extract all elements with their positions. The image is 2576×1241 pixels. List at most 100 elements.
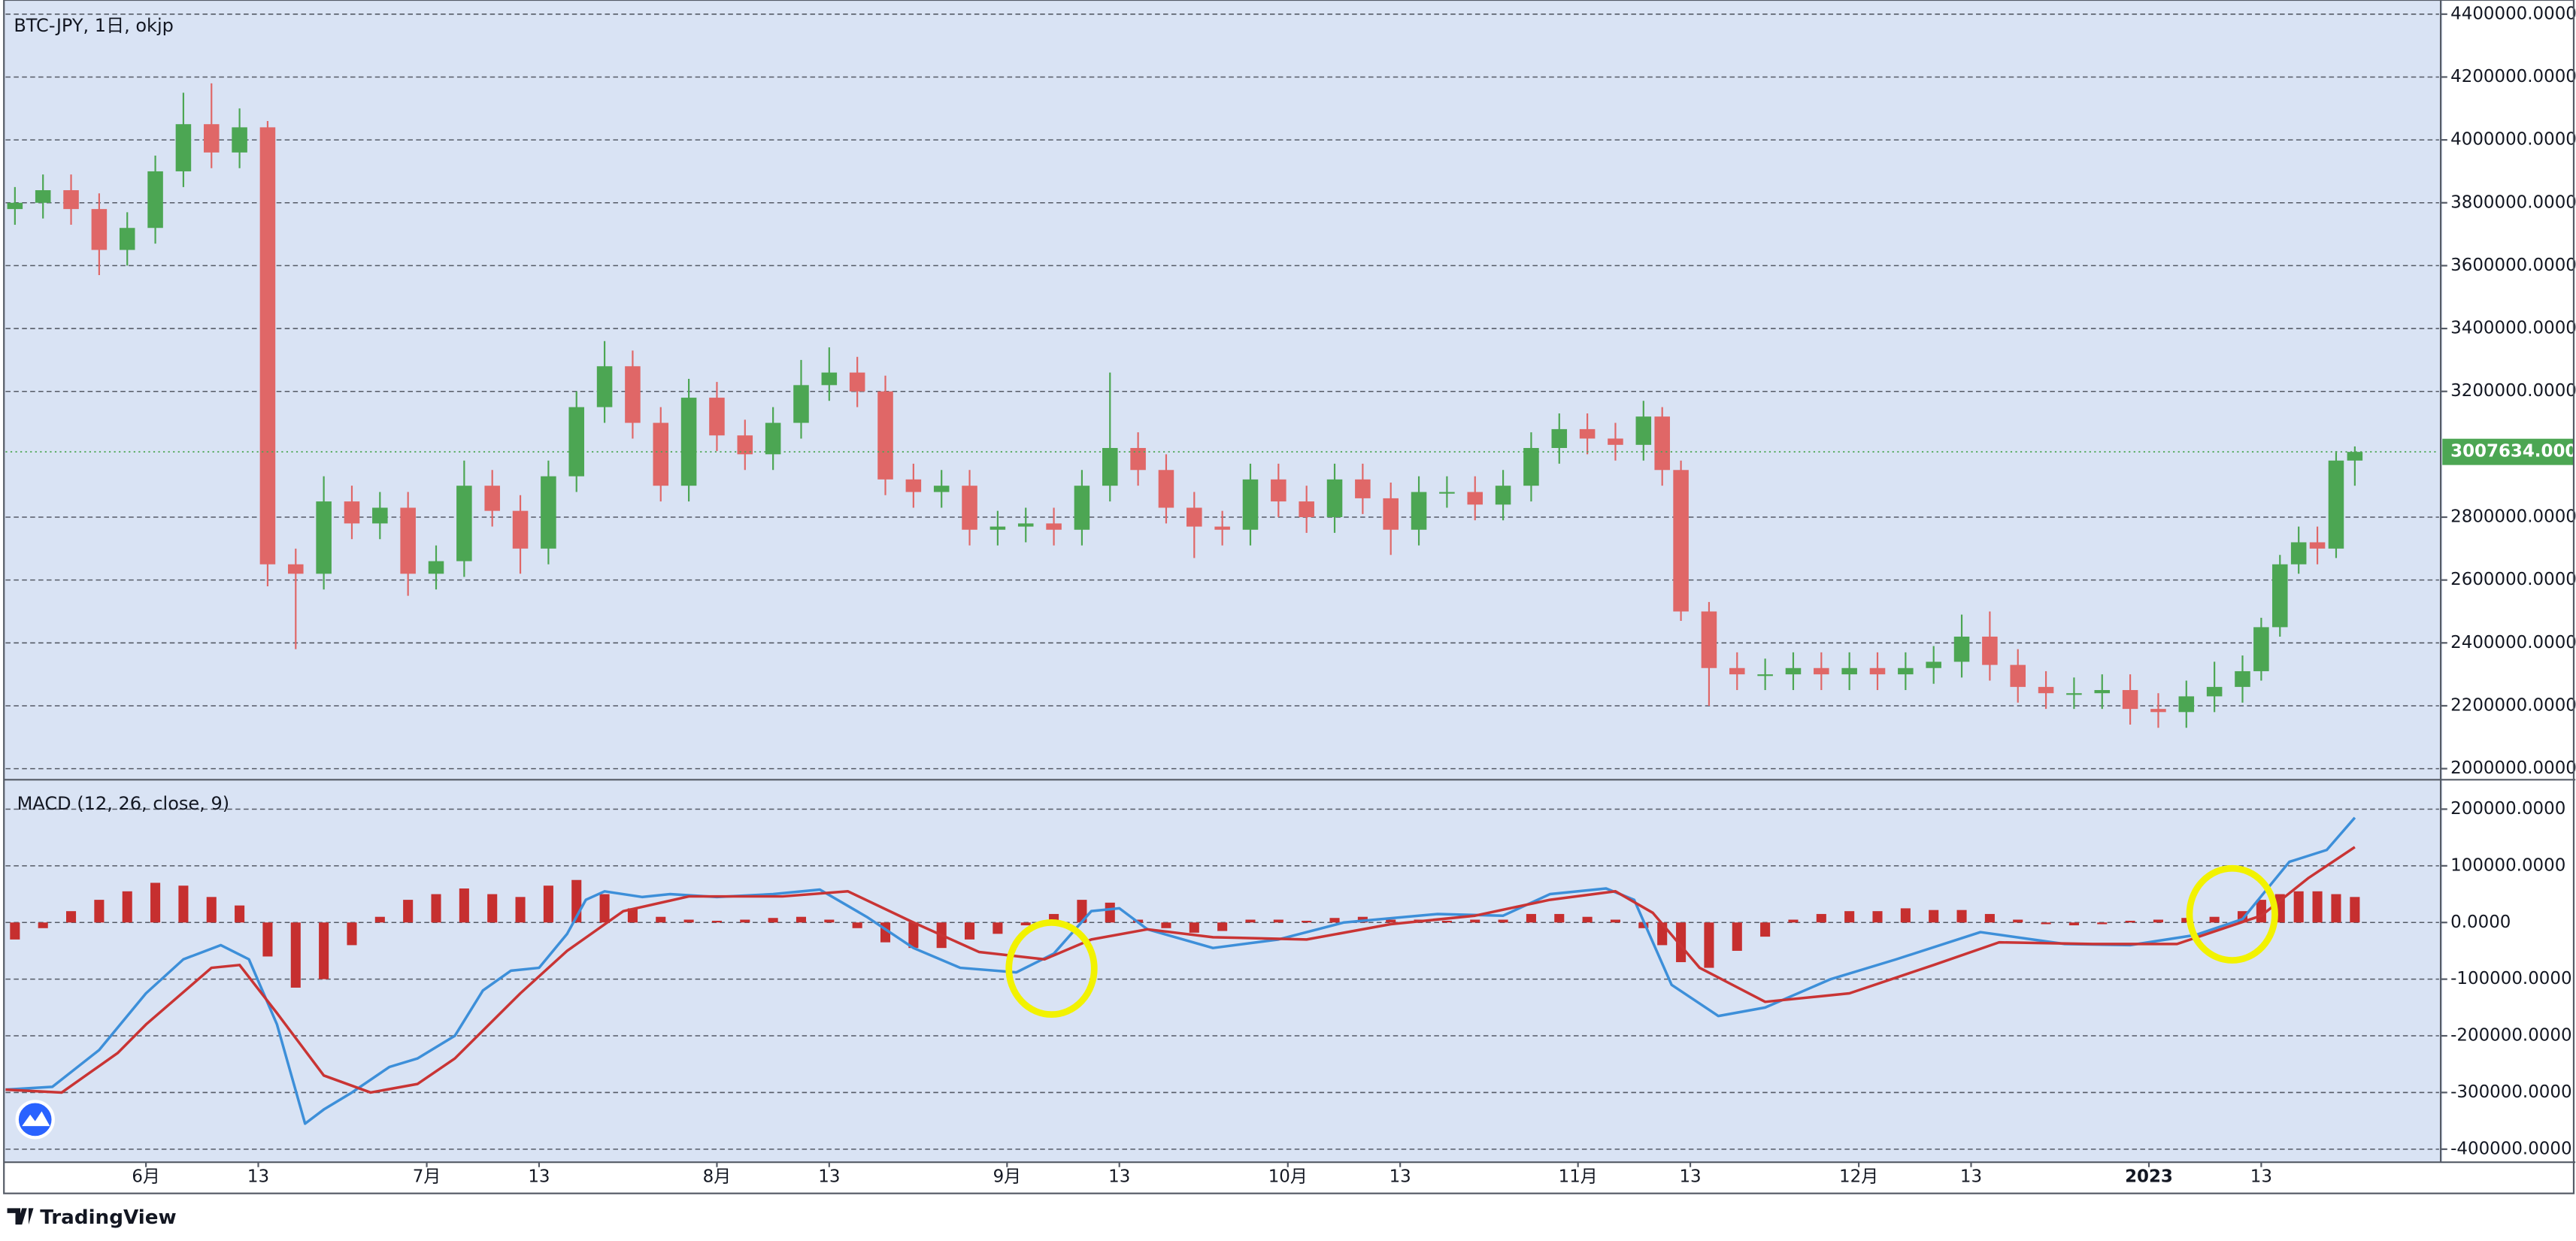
- candle-body: [1411, 492, 1427, 530]
- histogram-bar: [1732, 922, 1742, 951]
- x-tick-label: 2023: [2125, 1167, 2173, 1186]
- candle-body: [2010, 664, 2026, 687]
- candle-body: [1523, 447, 1539, 486]
- histogram-bar: [740, 919, 750, 923]
- candle-body: [2253, 627, 2269, 671]
- histogram-bar: [2350, 897, 2360, 923]
- candle-body: [625, 366, 641, 423]
- histogram-bar: [768, 918, 778, 923]
- y-tick-label: 2400000.0000: [2450, 633, 2576, 652]
- candle-body: [1841, 667, 1857, 675]
- x-tick-label: 11月: [1559, 1167, 1598, 1186]
- x-tick-label: 13: [1679, 1167, 1701, 1186]
- candle-body: [2178, 696, 2195, 713]
- histogram-bar: [1470, 919, 1480, 923]
- candle-body: [1355, 479, 1371, 498]
- candle-body: [877, 391, 893, 480]
- candle-body: [7, 202, 23, 210]
- y-tick-label: 4200000.0000: [2450, 67, 2576, 86]
- histogram-bar: [2125, 920, 2135, 923]
- histogram-bar: [459, 888, 469, 923]
- candle-body: [653, 422, 669, 486]
- histogram-bar: [711, 920, 722, 923]
- candle-body: [1701, 611, 1717, 668]
- histogram-bar: [515, 897, 526, 923]
- histogram-bar: [487, 894, 498, 923]
- histogram-bar: [1554, 913, 1565, 923]
- histogram-bar: [374, 916, 385, 923]
- indicator-title: MACD (12, 26, close, 9): [17, 793, 229, 814]
- candle-body: [2290, 542, 2307, 565]
- histogram-bar: [1077, 900, 1087, 923]
- histogram-bar: [150, 882, 161, 923]
- candle-body: [91, 209, 108, 250]
- y-tick-label: 3800000.0000: [2450, 192, 2576, 212]
- histogram-bar: [1788, 919, 1799, 923]
- histogram-bar: [852, 922, 862, 928]
- x-tick-label: 9月: [993, 1167, 1022, 1186]
- histogram-bar: [1984, 913, 1995, 923]
- y-tick-label: 3600000.0000: [2450, 256, 2576, 275]
- candle-body: [1074, 486, 1090, 530]
- histogram-bar: [1217, 922, 1228, 931]
- candle-body: [1869, 667, 1886, 675]
- candle-body: [2038, 686, 2054, 694]
- candle-body: [1898, 667, 1914, 675]
- y-tick-label: 2800000.0000: [2450, 507, 2576, 527]
- histogram-bar: [2013, 919, 2023, 923]
- candle-body: [512, 510, 529, 549]
- y-tick-label: 2000000.0000: [2450, 758, 2576, 778]
- candle-body: [232, 127, 247, 153]
- histogram-bar: [1900, 908, 1911, 923]
- candle-body: [316, 501, 332, 574]
- candle-body: [456, 486, 472, 561]
- candle-body: [484, 486, 500, 511]
- histogram-bar: [2293, 891, 2304, 923]
- candle-body: [1271, 479, 1286, 502]
- macd-line: [5, 846, 2356, 1094]
- logo-mark: [7, 1208, 34, 1225]
- candle-body: [1326, 479, 1343, 518]
- candle-body: [1551, 428, 1568, 448]
- candle-body: [541, 476, 556, 549]
- histogram-bar: [1526, 913, 1536, 923]
- candle-body: [2272, 564, 2288, 628]
- histogram-bar: [1676, 922, 1687, 963]
- x-tick-label: 13: [818, 1167, 840, 1186]
- icon-glyph: [22, 1111, 50, 1127]
- histogram-bar: [206, 897, 217, 923]
- highlight-circle: [2186, 864, 2278, 964]
- y-tick-label: -300000.0000: [2450, 1082, 2571, 1102]
- histogram-bar: [431, 894, 441, 923]
- candle-body: [344, 501, 360, 524]
- y-tick-label: 0.0000: [2450, 913, 2511, 932]
- histogram-bar: [94, 900, 105, 923]
- candle-body: [259, 127, 276, 565]
- y-tick-label: 4400000.0000: [2450, 4, 2576, 23]
- candle-body: [1953, 636, 1970, 662]
- y-tick-label: 200000.0000: [2450, 799, 2565, 819]
- histogram-bar: [1704, 922, 1714, 968]
- histogram-bar: [1816, 913, 1826, 923]
- candle-body: [288, 564, 304, 574]
- plot-area: [4, 0, 2443, 1163]
- histogram-bar: [66, 911, 77, 923]
- candle-body: [1495, 486, 1511, 505]
- candle-body: [1579, 428, 1596, 439]
- candle-body: [1982, 636, 1998, 665]
- histogram-bar: [543, 885, 553, 923]
- x-tick-label: 13: [1960, 1167, 1982, 1186]
- histogram-bar: [2068, 922, 2079, 926]
- candle-body: [400, 507, 416, 574]
- candle-body: [428, 561, 444, 574]
- x-tick-label: 10月: [1268, 1167, 1308, 1186]
- candle-body: [1814, 667, 1829, 675]
- candle-body: [1214, 526, 1230, 530]
- histogram-bar: [1302, 920, 1312, 923]
- candle-body: [1383, 498, 1399, 530]
- histogram-bar: [2312, 891, 2323, 923]
- candle-body: [2094, 690, 2111, 694]
- candle-body: [568, 407, 585, 477]
- x-tick-label: 13: [247, 1167, 269, 1186]
